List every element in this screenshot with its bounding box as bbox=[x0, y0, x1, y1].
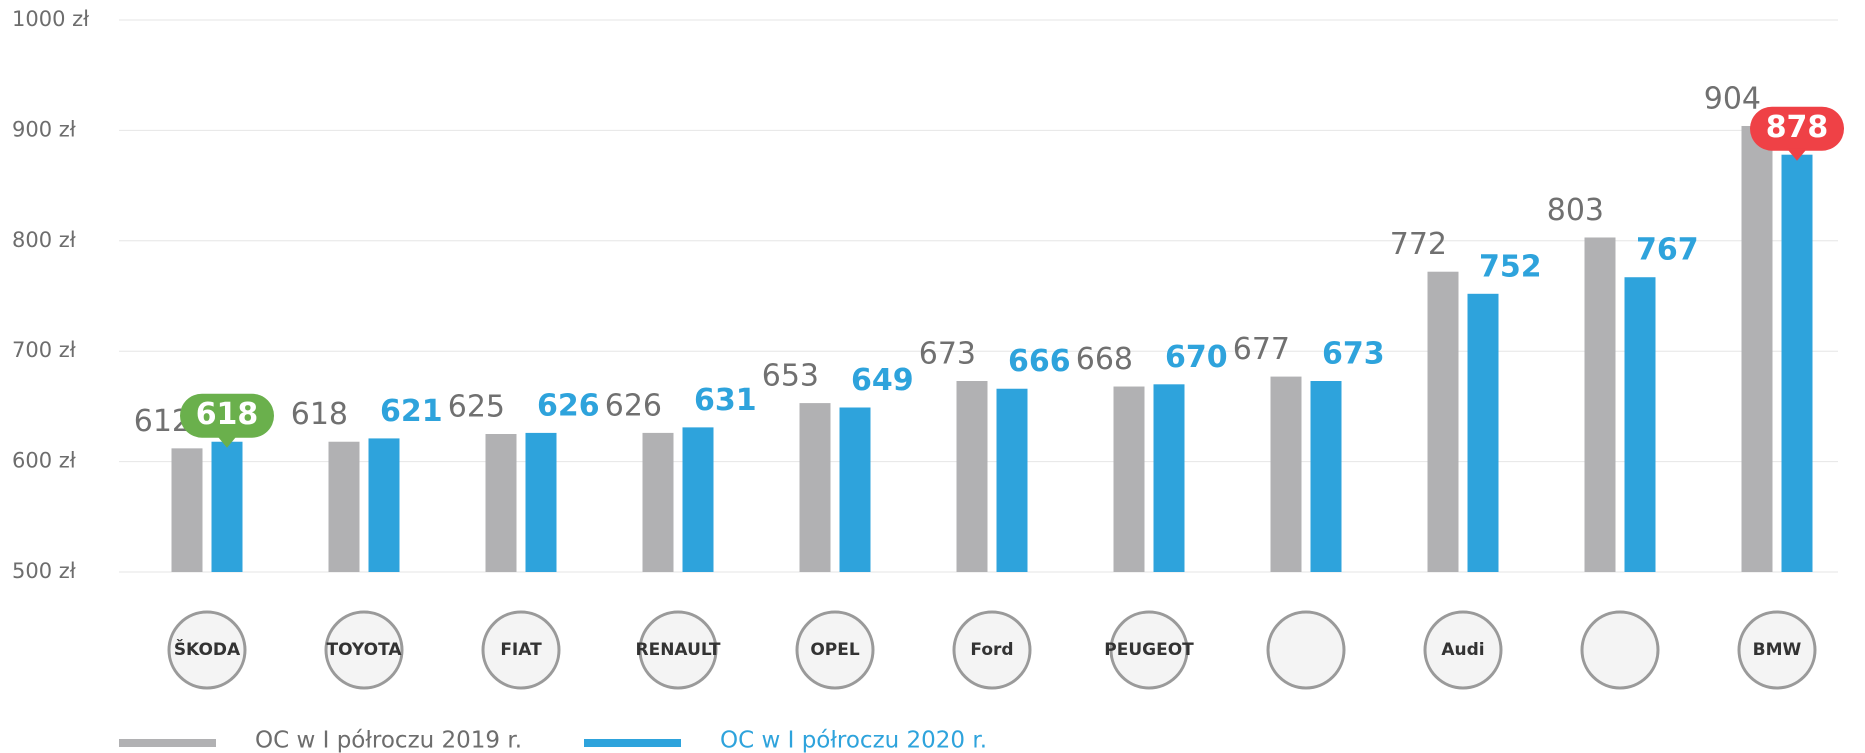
value-label: 621 bbox=[380, 394, 443, 429]
value-label: 649 bbox=[851, 363, 914, 398]
value-label: 631 bbox=[694, 383, 757, 418]
value-label: 673 bbox=[919, 337, 976, 372]
y-tick-label: 500 zł bbox=[12, 559, 76, 583]
x-tick-label: OPEL bbox=[810, 640, 860, 660]
y-tick-label: 900 zł bbox=[12, 117, 76, 141]
x-tick-label: TOYOTA bbox=[326, 640, 402, 660]
bar bbox=[1153, 384, 1185, 572]
bar bbox=[1584, 237, 1616, 572]
value-label: 767 bbox=[1636, 233, 1699, 268]
y-tick-label: 800 zł bbox=[12, 228, 76, 252]
bar bbox=[211, 441, 243, 572]
bar bbox=[368, 438, 400, 572]
y-tick-label: 1000 zł bbox=[12, 7, 89, 31]
value-label: 752 bbox=[1479, 249, 1542, 284]
value-label: 653 bbox=[762, 359, 819, 394]
legend-label: OC w I półroczu 2020 r. bbox=[720, 728, 987, 753]
x-tick-label: ŠKODA bbox=[174, 638, 241, 660]
brand-logo bbox=[795, 610, 875, 690]
bar bbox=[1467, 293, 1499, 572]
brand-logo bbox=[1109, 610, 1189, 690]
value-label: 904 bbox=[1704, 81, 1761, 116]
value-label: 626 bbox=[605, 388, 662, 423]
brand-logo bbox=[952, 610, 1032, 690]
bar bbox=[1427, 271, 1459, 572]
bar bbox=[1310, 381, 1342, 572]
label-bubble-tip bbox=[217, 435, 237, 448]
bar bbox=[1113, 386, 1145, 572]
bar bbox=[328, 441, 360, 572]
x-tick-label: RENAULT bbox=[636, 640, 721, 660]
value-label: 673 bbox=[1322, 337, 1385, 372]
x-tick-label: FIAT bbox=[500, 640, 542, 660]
bar bbox=[1624, 277, 1656, 572]
brand-logo bbox=[1266, 610, 1346, 690]
value-label: 666 bbox=[1008, 344, 1071, 379]
value-label: 772 bbox=[1390, 227, 1447, 262]
value-label: 670 bbox=[1165, 340, 1228, 375]
bar bbox=[799, 403, 831, 572]
label-bubble-tip bbox=[1787, 148, 1807, 161]
y-tick-label: 600 zł bbox=[12, 449, 76, 473]
brand-logo bbox=[167, 610, 247, 690]
brand-logo bbox=[481, 610, 561, 690]
value-label: 618 bbox=[196, 397, 259, 432]
label-bubble bbox=[180, 393, 274, 438]
value-label: 677 bbox=[1233, 332, 1290, 367]
brand-logo bbox=[1423, 610, 1503, 690]
brand-logo bbox=[1737, 610, 1817, 690]
brand-logo bbox=[324, 610, 404, 690]
x-tick-label: Audi bbox=[1441, 640, 1484, 660]
bar bbox=[996, 388, 1028, 572]
x-tick-label: Ford bbox=[970, 640, 1013, 660]
bar bbox=[1741, 125, 1773, 572]
label-bubble bbox=[1750, 106, 1844, 151]
x-tick-label: PEUGEOT bbox=[1104, 640, 1194, 660]
bar bbox=[682, 427, 714, 572]
value-label: 878 bbox=[1766, 110, 1829, 145]
value-label: 618 bbox=[291, 397, 348, 432]
value-label: 668 bbox=[1076, 342, 1133, 377]
bar bbox=[839, 407, 871, 572]
brand-logo bbox=[1580, 610, 1660, 690]
bar bbox=[1270, 376, 1302, 572]
bar bbox=[956, 381, 988, 572]
brand-logo bbox=[638, 610, 718, 690]
value-label: 803 bbox=[1547, 193, 1604, 228]
legend-label: OC w I półroczu 2019 r. bbox=[255, 728, 522, 753]
bar bbox=[171, 448, 203, 572]
y-tick-label: 700 zł bbox=[12, 338, 76, 362]
bar bbox=[485, 434, 517, 572]
value-label: 626 bbox=[537, 388, 600, 423]
bar bbox=[525, 432, 557, 572]
bar bbox=[642, 432, 674, 572]
value-label: 625 bbox=[448, 390, 505, 425]
x-tick-label: BMW bbox=[1753, 640, 1802, 660]
bar bbox=[1781, 154, 1813, 573]
